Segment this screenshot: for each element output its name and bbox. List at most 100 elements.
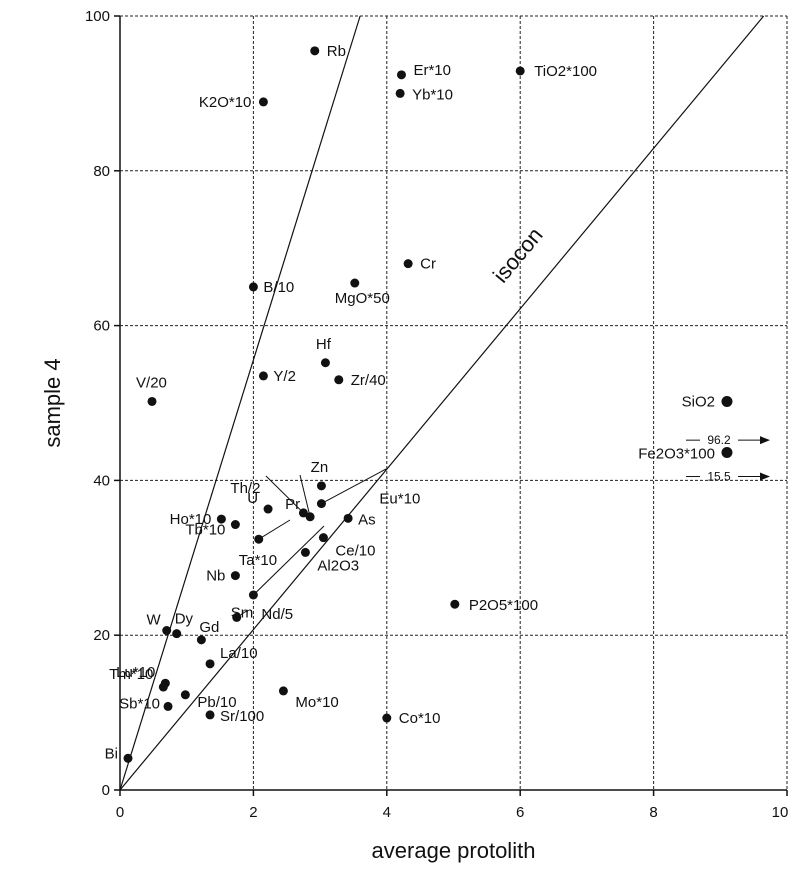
- leader-line: [321, 468, 387, 505]
- data-point-p2o5-100: [450, 599, 460, 609]
- x-tick-label: 0: [116, 804, 124, 821]
- data-point-eu-10: [316, 499, 326, 509]
- data-point-al2o3: [300, 547, 310, 557]
- leader-line: [299, 474, 311, 517]
- data-point-pb-10: [180, 690, 190, 700]
- data-point-er-10: [396, 70, 406, 80]
- data-point-yb-10: [395, 88, 405, 98]
- point-label: Cr: [420, 256, 436, 273]
- point-label: Dy: [175, 611, 194, 628]
- point-label: Er*10: [413, 62, 451, 79]
- point-label: Y/2: [273, 368, 296, 385]
- y-tick-label: 100: [85, 8, 110, 25]
- x-tick-label: 4: [383, 804, 391, 821]
- x-tick-label: 10: [772, 804, 789, 821]
- point-label: Zn: [311, 459, 329, 476]
- data-point-sm: [232, 612, 242, 622]
- y-tick-label: 60: [93, 318, 110, 335]
- isocon-line: [119, 15, 765, 791]
- steep-line: [119, 15, 361, 791]
- offscale-value: 15.5: [707, 470, 731, 484]
- data-point-tio2-100: [515, 66, 525, 76]
- data-point-ho-10: [216, 514, 226, 524]
- data-point-ce-10: [318, 533, 328, 543]
- point-label: Th/2: [230, 480, 260, 497]
- data-point-pr: [305, 512, 315, 522]
- point-label: Ta*10: [239, 552, 277, 569]
- data-point-la-10: [205, 659, 215, 669]
- point-label: Pb/10: [197, 694, 236, 711]
- data-point-sio2: [721, 395, 733, 407]
- point-label: V/20: [136, 374, 167, 391]
- data-point-v-20: [147, 396, 157, 406]
- y-tick-label: 0: [102, 782, 110, 799]
- point-label: Co*10: [399, 710, 441, 727]
- x-tick-label: 6: [516, 804, 524, 821]
- point-label: Hf: [316, 336, 332, 353]
- x-tick-label: 8: [649, 804, 657, 821]
- point-label: Tm*10: [109, 666, 153, 683]
- point-label: Sm: [231, 604, 254, 621]
- point-label: B/10: [263, 279, 294, 296]
- data-point-gd: [196, 635, 206, 645]
- point-label: Bi: [105, 745, 118, 762]
- point-label: P2O5*100: [469, 597, 538, 614]
- point-label: MgO*50: [335, 290, 390, 307]
- point-label: Sb*10: [119, 695, 160, 712]
- point-label: Fe2O3*100: [638, 446, 715, 463]
- data-point-w: [162, 626, 172, 636]
- offscale-arrow-head: [760, 472, 770, 481]
- y-axis-title: sample 4: [40, 358, 65, 447]
- point-label: Nb: [206, 568, 225, 585]
- point-label: Eu*10: [379, 491, 420, 508]
- data-point-cr: [403, 259, 413, 269]
- data-point-hf: [320, 358, 330, 368]
- data-point-dy: [172, 629, 182, 639]
- data-point-nb: [230, 571, 240, 581]
- leader-line: [253, 525, 325, 596]
- point-label: SiO2: [682, 393, 715, 410]
- data-point-co-10: [382, 713, 392, 723]
- data-point-sr-100: [205, 710, 215, 720]
- data-point-sb-10: [163, 701, 173, 711]
- x-tick-label: 2: [249, 804, 257, 821]
- data-point-tm-10: [158, 682, 168, 692]
- data-point-k2o-10: [258, 97, 268, 107]
- y-tick-label: 80: [93, 163, 110, 180]
- data-point-as: [343, 513, 353, 523]
- data-point-tb-10: [230, 520, 240, 530]
- point-label: Zr/40: [351, 372, 386, 389]
- data-point-zr-40: [334, 375, 344, 385]
- point-label: Lu*10: [116, 664, 155, 681]
- data-point-y-2: [258, 371, 268, 381]
- data-point-mo-10: [278, 686, 288, 696]
- point-label: Rb: [327, 43, 346, 60]
- data-point-zn: [316, 481, 326, 491]
- data-point-b-10: [248, 282, 258, 292]
- data-point-mgo-50: [350, 278, 360, 288]
- offscale-arrow-head: [760, 436, 770, 445]
- data-point-ta-10: [254, 534, 264, 544]
- data-point-fe2o3-100: [721, 447, 733, 459]
- point-label: TiO2*100: [534, 63, 597, 80]
- leader-line: [258, 519, 291, 540]
- point-label: K2O*10: [199, 94, 252, 111]
- point-label: Ho*10: [170, 511, 212, 528]
- point-label: Sr/100: [220, 708, 264, 725]
- point-label: Ce/10: [335, 543, 375, 560]
- data-point-nd-5: [248, 590, 258, 600]
- point-label: Al2O3: [317, 557, 359, 574]
- x-axis-title: average protolith: [372, 838, 536, 863]
- point-label: Yb*10: [412, 86, 453, 103]
- point-label: Nd/5: [261, 606, 293, 623]
- data-point-bi: [123, 753, 133, 763]
- isocon-label: isocon: [488, 223, 548, 288]
- offscale-value: 96.2: [707, 433, 731, 447]
- point-label: U: [247, 490, 258, 507]
- data-point-u: [263, 504, 273, 514]
- point-label: Pr: [285, 496, 300, 513]
- leader-line: [265, 475, 304, 514]
- point-label: Tb*10: [185, 522, 225, 539]
